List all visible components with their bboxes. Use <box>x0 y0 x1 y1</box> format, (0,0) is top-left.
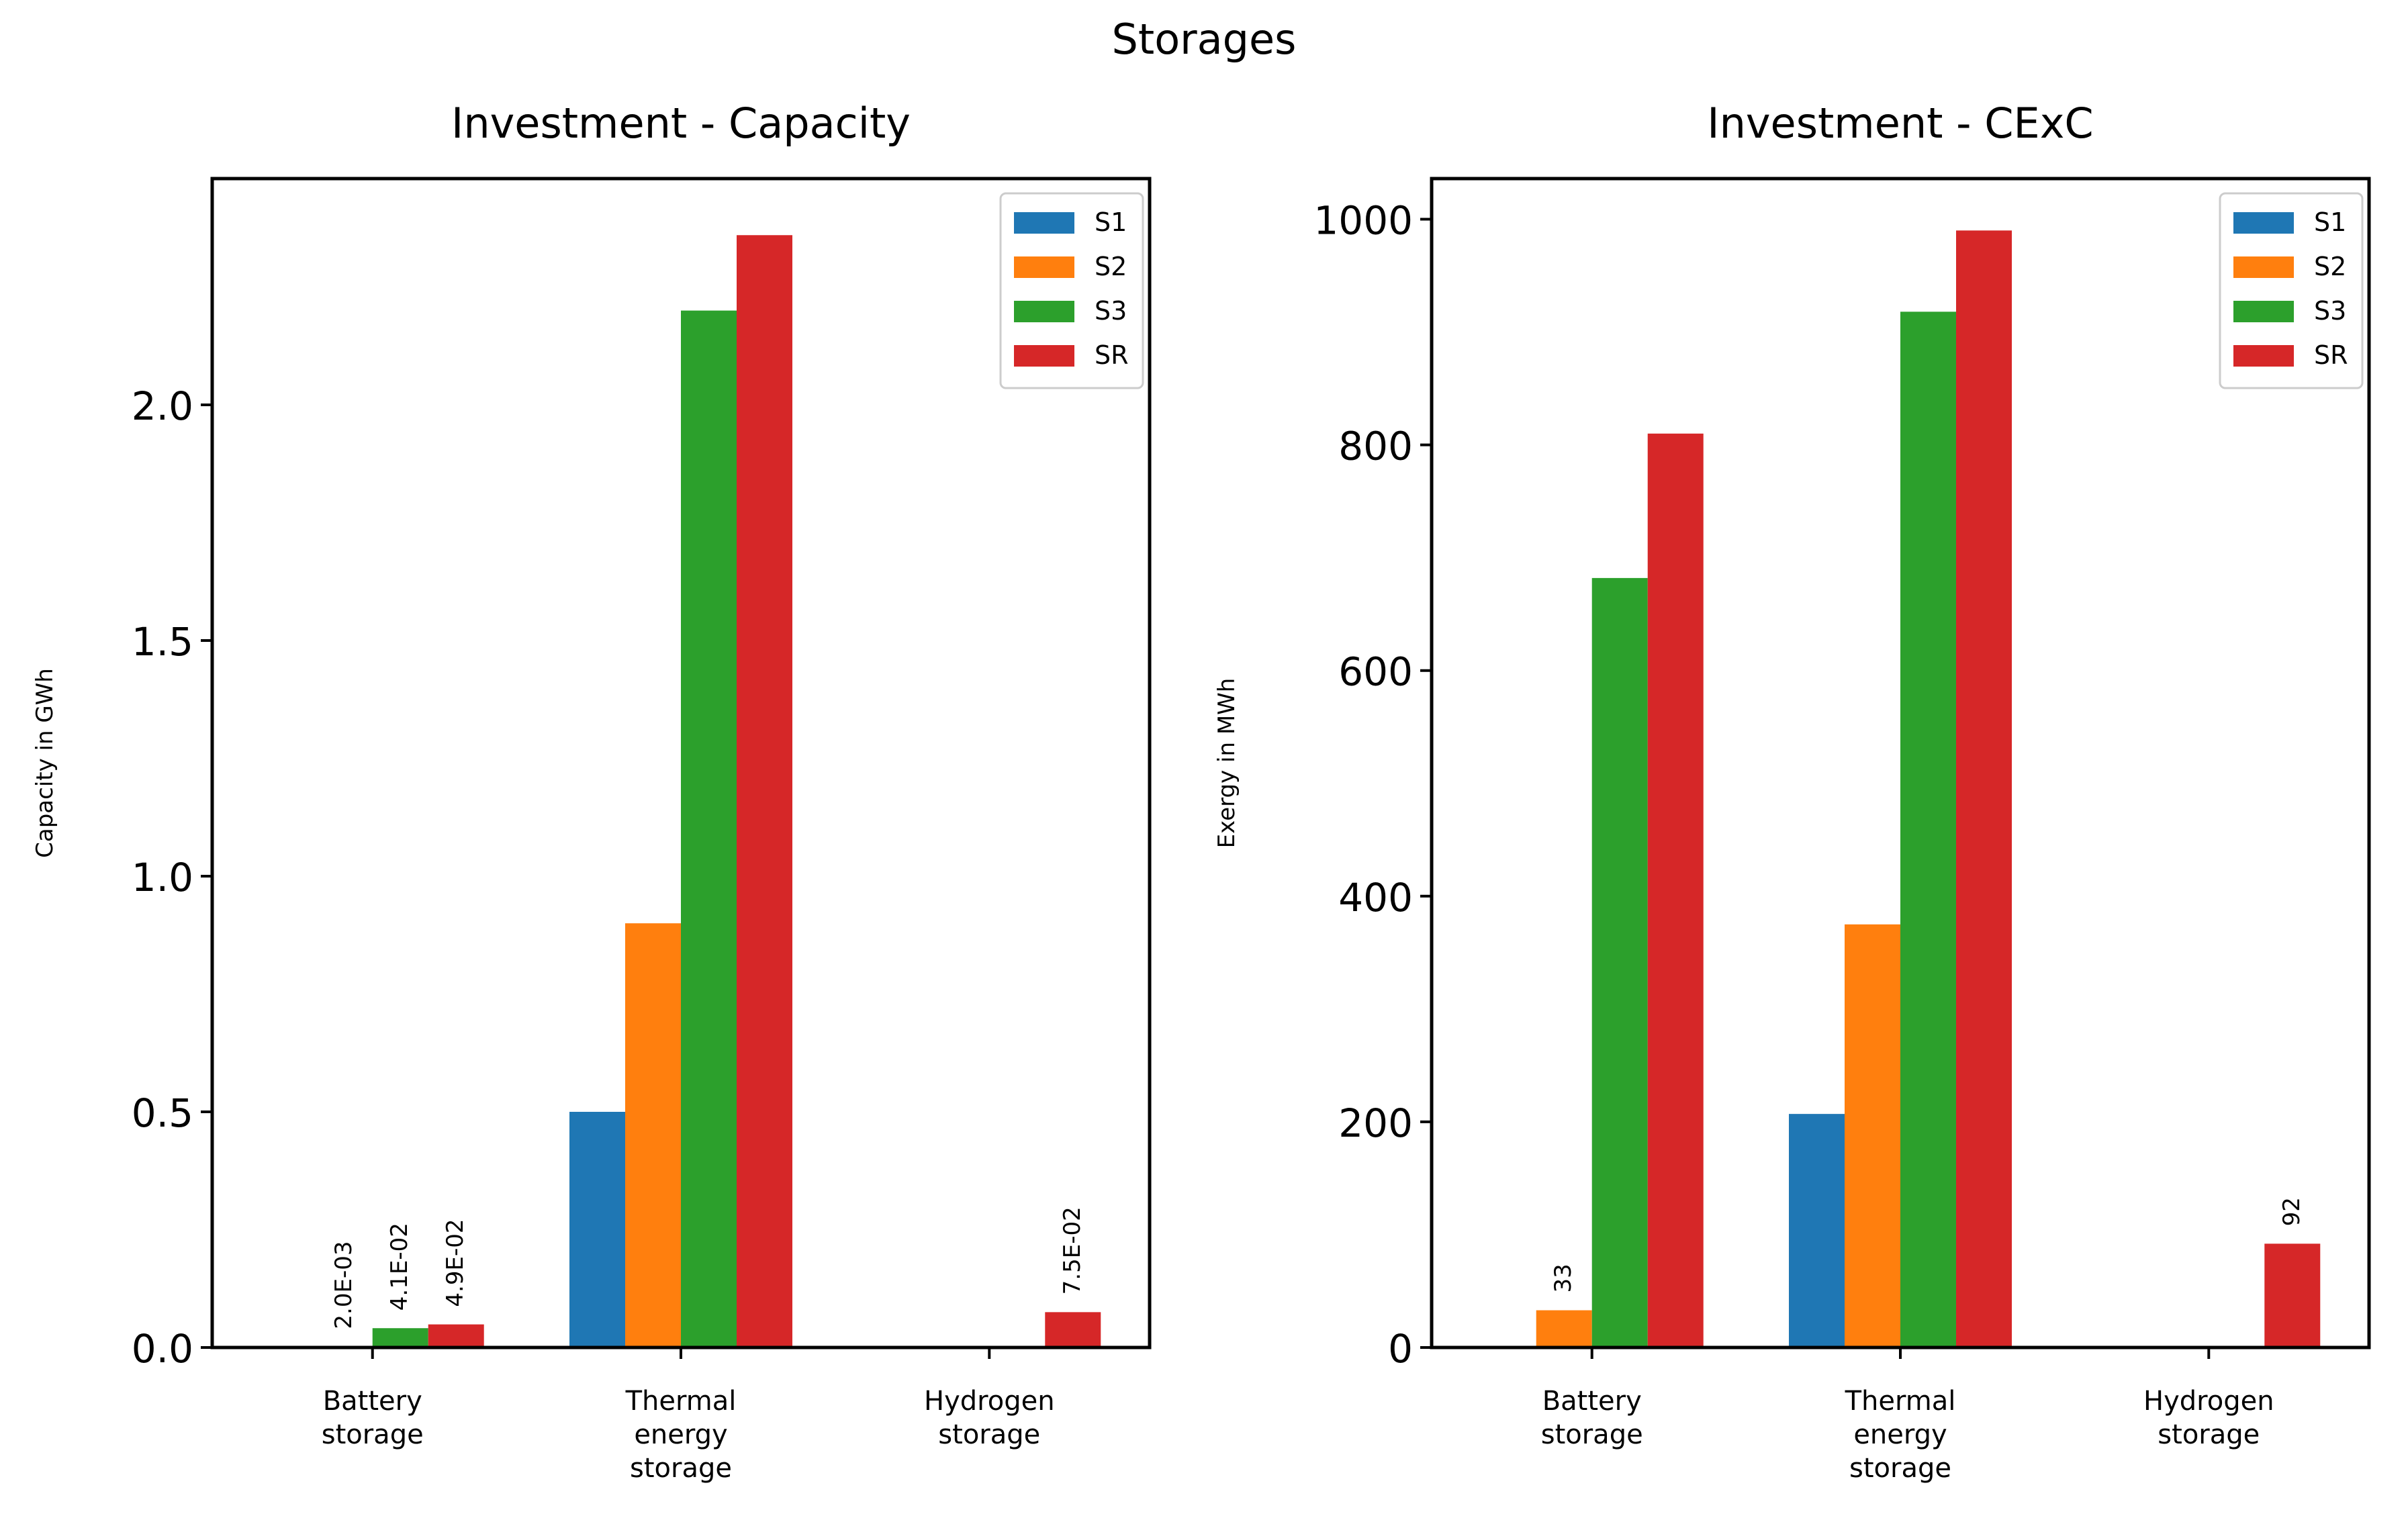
bar-sr-cat1 <box>1956 230 2012 1347</box>
bar-sr-cat0 <box>428 1324 484 1347</box>
y-tick-label: 200 <box>1338 1100 1413 1146</box>
legend-label-s2: S2 <box>2314 252 2346 281</box>
bar-s3-cat1 <box>1900 312 1956 1348</box>
x-tick-label: Thermal <box>1845 1386 1956 1417</box>
legend-swatch-s2 <box>2233 256 2294 278</box>
legend-swatch-s2 <box>1014 256 1074 278</box>
bar-sr-cat2 <box>1045 1312 1101 1347</box>
x-tick-label: Battery <box>323 1386 422 1417</box>
bar-value-label: 7.5E-02 <box>1059 1207 1086 1294</box>
legend-label-sr: SR <box>2314 340 2348 370</box>
x-tick-label: storage <box>1849 1453 1951 1484</box>
legend-swatch-s1 <box>1014 212 1074 234</box>
x-tick-label: Hydrogen <box>924 1386 1055 1417</box>
legend-label-s1: S1 <box>1095 207 1127 237</box>
bar-s3-cat0 <box>1591 577 1648 1347</box>
bar-s2-cat1 <box>1845 924 1900 1347</box>
chart-panel-cexc: Investment - CExC Exergy in MWh 33 92 0 200 40… <box>1213 99 2371 1484</box>
x-tick-label: Thermal <box>625 1386 737 1417</box>
figure-title: Storages <box>1111 15 1297 64</box>
legend-swatch-s3 <box>1014 301 1074 322</box>
legend-label-s1: S1 <box>2314 207 2346 237</box>
y-tick-label: 2.0 <box>132 383 193 429</box>
bar-value-label: 2.0E-03 <box>330 1241 357 1329</box>
y-tick-label: 0.0 <box>132 1326 193 1372</box>
y-tick-label: 400 <box>1338 875 1413 920</box>
bar-s2-cat1 <box>625 923 681 1347</box>
y-tick-label: 1000 <box>1313 197 1413 243</box>
legend-label-sr: SR <box>1095 340 1129 370</box>
y-tick-label: 600 <box>1338 649 1413 695</box>
y-tick-label: 800 <box>1338 424 1413 469</box>
legend-label-s3: S3 <box>1095 296 1127 326</box>
y-tick-label: 0 <box>1388 1326 1413 1372</box>
bar-sr-cat1 <box>737 235 792 1347</box>
bar-s3-cat0 <box>372 1328 428 1347</box>
x-tick-label: Hydrogen <box>2143 1386 2274 1417</box>
bar-value-label: 33 <box>1550 1264 1577 1292</box>
bar-sr-cat2 <box>2264 1243 2321 1347</box>
bar-sr-cat0 <box>1647 433 1704 1347</box>
x-tick-label: storage <box>938 1419 1040 1450</box>
x-tick-label: Battery <box>1542 1386 1642 1417</box>
legend-swatch-s1 <box>2233 212 2294 234</box>
bar-value-label: 4.1E-02 <box>386 1223 413 1311</box>
legend-swatch-sr <box>2233 345 2294 367</box>
bar-value-label: 92 <box>2278 1197 2305 1226</box>
legend-swatch-s3 <box>2233 301 2294 322</box>
x-tick-label: energy <box>634 1419 727 1450</box>
legend-label-s2: S2 <box>1095 252 1127 281</box>
chart-panel-capacity: Investment - Capacity Capacity in GWh 2.0E… <box>32 99 1152 1484</box>
x-tick-label: storage <box>630 1453 732 1484</box>
chart-title: Investment - Capacity <box>451 99 911 148</box>
x-tick-label: energy <box>1853 1419 1947 1450</box>
y-axis-label: Capacity in GWh <box>32 668 58 858</box>
x-tick-label: storage <box>322 1419 424 1450</box>
y-tick-label: 1.5 <box>132 619 193 665</box>
chart-title: Investment - CExC <box>1707 99 2093 148</box>
bar-value-label: 4.9E-02 <box>442 1219 469 1307</box>
bar-s2-cat0 <box>1536 1310 1592 1347</box>
bar-s1-cat1 <box>569 1111 625 1347</box>
y-tick-label: 1.0 <box>132 855 193 900</box>
bar-s1-cat1 <box>1789 1114 1845 1347</box>
x-tick-label: storage <box>2158 1419 2260 1450</box>
y-axis-label: Exergy in MWh <box>1213 678 1240 849</box>
x-tick-label: storage <box>1541 1419 1643 1450</box>
legend-box <box>2219 192 2364 389</box>
y-tick-label: 0.5 <box>132 1090 193 1136</box>
legend-label-s3: S3 <box>2314 296 2346 326</box>
legend-swatch-sr <box>1014 345 1074 367</box>
bar-s3-cat1 <box>681 310 737 1348</box>
legend-box <box>999 192 1144 389</box>
